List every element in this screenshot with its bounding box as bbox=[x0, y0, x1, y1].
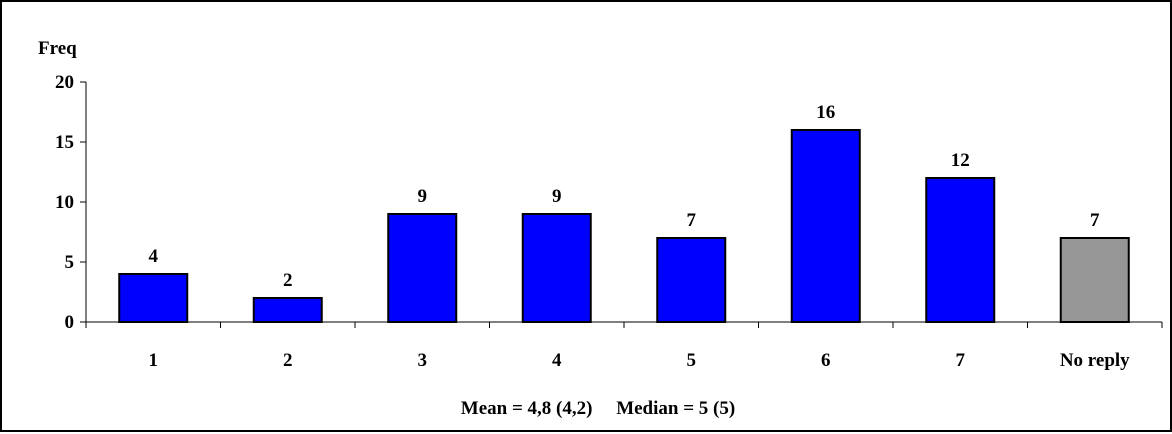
y-axis: 0 5 10 15 20 bbox=[55, 72, 87, 333]
x-tick-label: 4 bbox=[552, 350, 562, 371]
y-tick-label: 0 bbox=[65, 312, 75, 333]
x-tick-labels: 1 2 3 4 5 6 7 No reply bbox=[149, 350, 1131, 371]
data-label: 4 bbox=[149, 246, 159, 267]
x-tick-label: 7 bbox=[956, 350, 966, 371]
x-tick-label: 5 bbox=[687, 350, 697, 371]
data-label: 9 bbox=[418, 186, 428, 207]
x-tick-label: 2 bbox=[283, 350, 293, 371]
bars bbox=[118, 129, 1130, 323]
y-tick-label: 5 bbox=[65, 252, 75, 273]
footer-stats: Mean = 4,8 (4,2) Median = 5 (5) bbox=[461, 398, 735, 419]
y-tick-label: 10 bbox=[55, 192, 74, 213]
data-label: 2 bbox=[283, 270, 293, 291]
data-label: 7 bbox=[687, 210, 697, 231]
y-tick-label: 20 bbox=[55, 72, 74, 93]
bar-no-reply bbox=[1059, 237, 1130, 323]
x-tick-label: 3 bbox=[418, 350, 428, 371]
y-axis-label: Freq bbox=[38, 38, 77, 59]
x-tick-label: 1 bbox=[149, 350, 159, 371]
data-label: 7 bbox=[1090, 210, 1100, 231]
data-labels: 4 2 9 9 7 16 12 7 bbox=[149, 102, 1101, 291]
bar-7 bbox=[925, 177, 996, 323]
y-tick-label: 15 bbox=[55, 132, 74, 153]
bar-5 bbox=[656, 237, 727, 323]
data-label: 9 bbox=[552, 186, 562, 207]
bar-6 bbox=[790, 129, 861, 323]
x-axis bbox=[85, 321, 1163, 328]
bar-3 bbox=[387, 213, 458, 323]
bar-2 bbox=[252, 297, 323, 323]
data-label: 16 bbox=[816, 102, 835, 123]
x-tick-label: 6 bbox=[821, 350, 831, 371]
data-label: 12 bbox=[951, 150, 970, 171]
bar-4 bbox=[521, 213, 592, 323]
x-tick-label: No reply bbox=[1060, 350, 1130, 371]
bar-1 bbox=[118, 273, 189, 323]
